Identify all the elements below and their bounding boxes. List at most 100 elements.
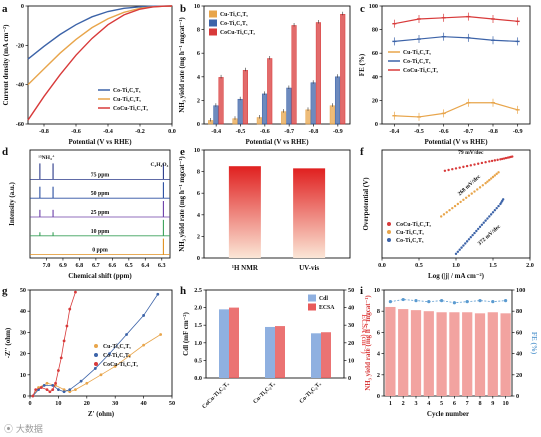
data-point: [470, 192, 473, 195]
x-tick-label: 30: [112, 400, 118, 407]
bar: [265, 326, 275, 378]
data-point: [464, 196, 468, 199]
data-point: [454, 167, 458, 170]
y-tick-label: 10: [20, 372, 26, 379]
legend-label: Cu-Ti₃C₂Tₓ: [396, 230, 424, 236]
bar: [423, 311, 434, 396]
x-tick-label: ¹H NMR: [232, 264, 259, 272]
data-point: [62, 388, 66, 392]
y-tick-label: 4: [197, 74, 200, 81]
peak-label: C₄H₄O₄: [151, 162, 169, 168]
data-point: [495, 172, 498, 176]
y-tick-label: 0: [23, 393, 26, 400]
legend-swatch: [308, 303, 316, 311]
fit-line: [32, 291, 76, 397]
y-axis-label: NH₃ yield rate (mg h⁻¹ mgcat⁻¹): [178, 156, 186, 252]
x-tick-label: 50: [169, 400, 175, 407]
bar: [311, 333, 321, 378]
data-point: [456, 250, 460, 253]
y-tick-label: 30: [20, 329, 26, 336]
panel-c: -0.4 -0.5 -0.6 -0.7 -0.8 -0.9 0 20 40 60 80 100 Pote…: [358, 3, 531, 146]
data-point: [459, 200, 462, 204]
data-point: [42, 384, 46, 387]
data-point: [34, 388, 38, 392]
series-line: [27, 5, 173, 121]
x-tick-label: -0.6: [260, 128, 270, 135]
x-tick-label: 5: [440, 400, 443, 407]
x-tick-label: -0.8: [309, 128, 319, 135]
data-point: [478, 225, 482, 229]
peak-label: ¹⁵NH₄⁺: [38, 155, 54, 161]
data-point: [448, 209, 451, 212]
data-point: [484, 219, 487, 222]
legend-label: Cu-Ti₃C₂Tₓ: [103, 344, 131, 350]
legend-swatch: [94, 353, 98, 357]
y-tick-label: 1.0: [194, 340, 202, 347]
x-tick-label: -0.8: [488, 128, 498, 135]
data-point: [93, 367, 97, 370]
slope-label: 268 mV/dec: [457, 174, 482, 198]
y-tick-label: 6: [377, 329, 380, 336]
plot-frame: [203, 5, 351, 125]
bar: [281, 111, 287, 125]
x-tick-label: 6.3: [158, 262, 166, 269]
data-point: [68, 388, 72, 392]
plot-frame: [29, 149, 171, 259]
data-point: [467, 194, 471, 197]
x-tick-label: Cu-Ti₃C₂Tₓ: [252, 381, 276, 405]
legend-swatch: [387, 230, 391, 234]
legend-label: CoCu-Ti₃C₂Tₓ: [403, 68, 438, 74]
y-axis-label: FE (%): [358, 53, 366, 76]
data-point: [85, 381, 89, 385]
bar: [261, 93, 268, 125]
data-point: [501, 198, 505, 201]
x-axis-label: Z' (ohm): [88, 410, 115, 418]
data-point: [59, 356, 63, 360]
x-tick-label: CoCu-Ti₃C₂Tₓ: [201, 381, 230, 410]
data-point: [477, 162, 480, 165]
legend-label: Cu-Ti₃C₂Tₓ: [403, 50, 431, 56]
bar: [305, 109, 311, 125]
data-point: [488, 178, 491, 182]
bar: [449, 312, 460, 396]
legend-swatch: [209, 10, 217, 18]
bar: [275, 326, 285, 378]
trace-label: 75 ppm: [91, 172, 110, 178]
data-point: [480, 161, 484, 165]
panel-letter: g: [2, 285, 8, 297]
data-point: [65, 324, 69, 328]
y-axis-label: Cdl (mF cm⁻²): [182, 312, 190, 356]
x-tick-label: 8: [478, 400, 481, 407]
legend-swatch: [209, 19, 217, 27]
y-axis-label: -Z'' (ohm): [4, 327, 12, 358]
data-point: [451, 168, 454, 171]
x-tick-label: 6.6: [108, 262, 116, 269]
data-point: [502, 157, 506, 160]
x-axis-label: Chemical shift (ppm): [68, 272, 132, 280]
data-point: [497, 204, 500, 208]
x-axis-label: Potential (V vs RHE): [245, 138, 309, 146]
data-point: [57, 388, 60, 392]
y-tick-label: 8: [197, 169, 200, 176]
data-point: [493, 174, 497, 177]
y-tick-label: 2.0: [194, 305, 202, 312]
y-axis-label: NH₃ yield rate (mg h⁻¹ mgcat⁻¹): [364, 295, 372, 391]
x-tick-label: -0.9: [333, 128, 343, 135]
y-tick-label: 0: [197, 121, 200, 128]
series-line: [394, 36, 518, 42]
y-tick-label: 6: [197, 50, 200, 57]
data-point: [504, 156, 508, 160]
data-point: [464, 242, 467, 245]
legend-label: Co-Ti₃C₂Tₓ: [103, 353, 131, 359]
panel-h: 0.0 0.5 1.0 1.5 2.0 2.5 0 10 20 30 40 50 Cdl (mF cm⁻…: [180, 285, 368, 410]
data-point: [156, 292, 160, 296]
legend-swatch: [94, 344, 98, 348]
legend-swatch: [308, 294, 316, 302]
y-tick-label: 0: [197, 255, 200, 262]
data-point: [127, 354, 131, 358]
fe-point: [401, 297, 405, 302]
y-tick-label: 10: [348, 357, 354, 364]
data-point: [51, 384, 55, 387]
legend-swatch: [209, 28, 217, 36]
